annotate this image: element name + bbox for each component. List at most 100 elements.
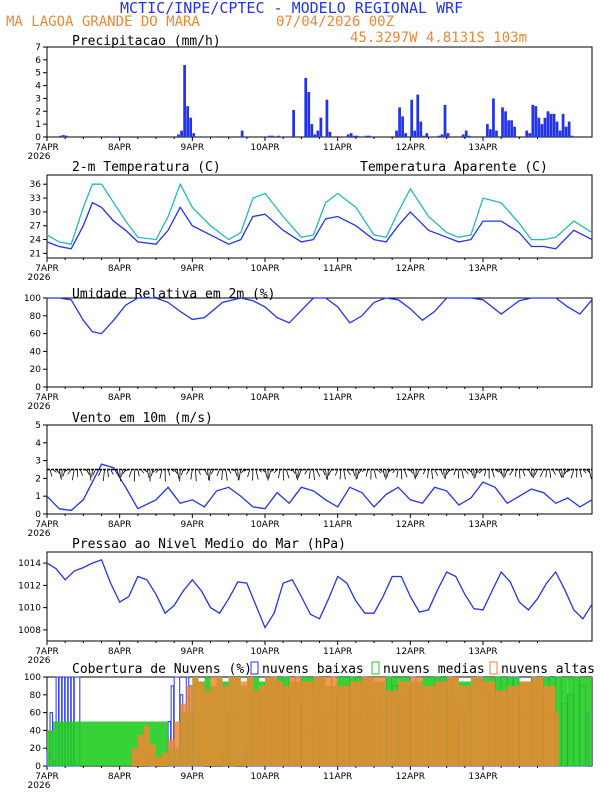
wind-xtick-label: 7APR: [35, 520, 59, 530]
wind-ytick-label: 5: [35, 421, 41, 431]
wind-barb: [207, 469, 210, 480]
precip-bar: [364, 135, 368, 137]
precip-bar: [186, 106, 190, 137]
humidity-xtick-label: 13APR: [468, 393, 497, 403]
wind-barb: [470, 469, 474, 476]
cloud-bar-altas: [131, 748, 138, 766]
wind-barb: [434, 469, 439, 476]
pressure-xtick-label: 7APR: [35, 647, 59, 657]
wind-barb: [121, 469, 124, 477]
temperature-ytick-label: 27: [30, 222, 41, 232]
wind-barb: [107, 469, 109, 478]
precip-bar: [528, 133, 532, 137]
wind-barb: [334, 469, 339, 476]
cloud-bar-altas: [386, 690, 399, 766]
precip-bar: [59, 135, 62, 137]
temperature-series-1: [46, 182, 593, 245]
precip-bar: [319, 117, 323, 137]
temperature-xtick-label: 13APR: [468, 264, 497, 274]
clouds-xtick-label: 7APR: [35, 772, 59, 782]
precip-bar: [355, 135, 359, 137]
wind-barb: [58, 469, 62, 480]
humidity-series-0: [47, 297, 593, 335]
cloud-bar-altas: [234, 677, 241, 766]
wind-barb: [137, 469, 140, 477]
wind-barb: [155, 469, 160, 474]
wind-barb: [198, 469, 201, 475]
precip-bar: [65, 135, 68, 137]
wind-barb: [539, 469, 544, 478]
wind-barb: [474, 469, 478, 478]
cloud-bar-altas: [216, 677, 223, 766]
wind-barb: [216, 469, 220, 476]
humidity-ytick-label: 20: [30, 365, 42, 375]
pressure-xtick-label: 9APR: [181, 647, 205, 657]
wind-barb: [339, 469, 342, 480]
clouds-year-label: 2026: [28, 781, 51, 791]
cloud-bar-altas: [204, 690, 211, 766]
precip-xtick-label: 7APR: [35, 143, 59, 153]
precip-bar: [304, 77, 308, 137]
wind-barb: [88, 469, 92, 481]
wind-barb: [79, 469, 83, 476]
cloud-bar-altas: [519, 681, 532, 766]
temperature-series-0: [46, 201, 593, 250]
wind-barb: [225, 469, 228, 481]
humidity-ytick-label: 40: [30, 347, 42, 357]
wind-barb: [237, 469, 239, 481]
precip-bar: [492, 98, 495, 137]
precip-bar: [525, 130, 529, 137]
cloud-bar-medias: [567, 677, 580, 766]
cloud-bar-altas: [180, 703, 187, 766]
cloud-bar-altas: [143, 725, 150, 766]
wind-barb: [491, 469, 495, 478]
precip-bar: [513, 126, 517, 137]
precip-bar: [443, 104, 447, 137]
wind-barb: [443, 469, 445, 479]
wind-barb: [116, 469, 120, 477]
precip-bar: [367, 135, 371, 137]
precip-bar: [419, 121, 423, 137]
precip-ytick-label: 0: [35, 133, 41, 143]
precip-bar: [446, 133, 450, 137]
wind-barb: [128, 469, 133, 478]
precip-bar: [313, 134, 317, 137]
cloud-bar-altas: [265, 677, 272, 766]
clouds-ytick-label: 60: [30, 709, 42, 719]
precip-bar: [437, 135, 441, 137]
wind-barb: [297, 469, 299, 481]
wind-barb: [133, 469, 136, 482]
precip-bar: [404, 133, 408, 137]
precip-bar: [552, 113, 556, 137]
wind-ytick-label: 3: [35, 457, 41, 467]
clouds-xtick-label: 10APR: [250, 772, 279, 782]
cloud-bar-altas: [246, 677, 253, 766]
precip-bar: [461, 134, 465, 137]
wind-barb: [210, 469, 214, 475]
wind-barb: [194, 469, 197, 482]
wind-barb: [326, 469, 329, 480]
precip-bar: [325, 99, 329, 137]
wind-barb: [176, 469, 180, 480]
wind-barb: [255, 469, 259, 480]
cloud-bar-altas: [174, 721, 181, 766]
wind-barb: [431, 469, 434, 480]
cloud-bar-altas: [458, 685, 471, 766]
precip-bar: [328, 131, 332, 137]
humidity-ytick-label: 100: [24, 294, 41, 304]
precip-ytick-label: 3: [35, 94, 41, 104]
wind-barb: [190, 469, 193, 480]
wind-barb: [304, 469, 308, 475]
precip-bar: [346, 134, 350, 137]
precip-bar: [192, 133, 196, 137]
wind-barb: [238, 469, 242, 481]
precip-ytick-label: 4: [35, 82, 41, 92]
wind-barb: [558, 469, 563, 478]
cloud-bar-medias: [588, 677, 592, 766]
header-run: 07/04/2026 00Z: [276, 14, 394, 30]
wind-barb: [91, 469, 93, 478]
humidity-ytick-label: 80: [30, 312, 42, 322]
precip-ytick-label: 1: [35, 120, 41, 130]
precip-bar: [543, 117, 547, 137]
pressure-title: Pressao ao Nivel Medio do Mar (hPa): [72, 537, 346, 552]
